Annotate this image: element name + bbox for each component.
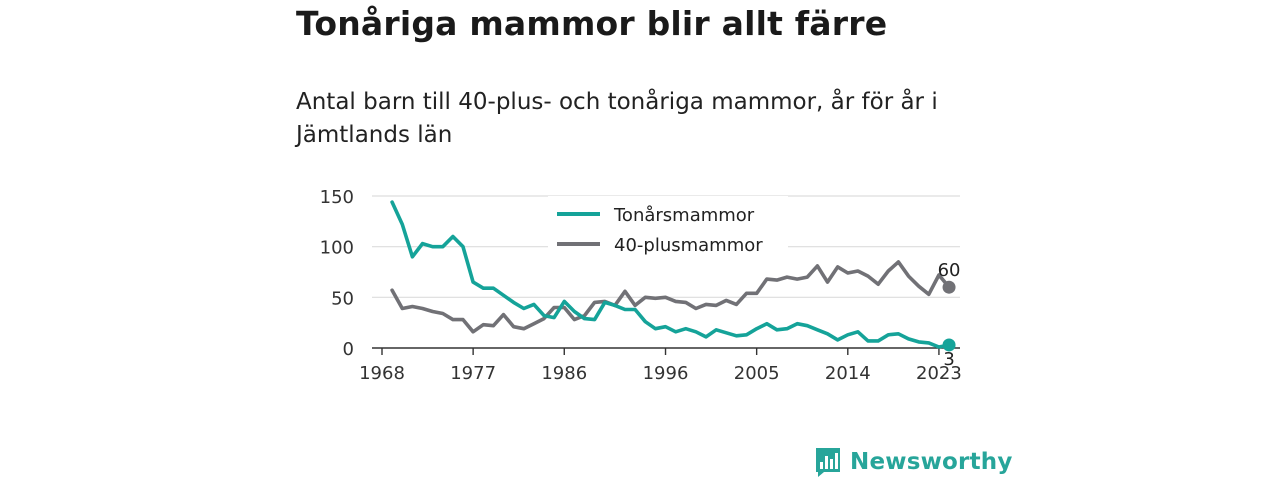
chart-title: Tonåriga mammor blir allt färre <box>296 4 888 43</box>
legend-label-teen: Tonårsmammor <box>613 205 755 226</box>
legend-label-forty: 40-plusmammor <box>614 235 763 256</box>
end-point-forty <box>942 280 956 294</box>
x-tick-label-1977: 1977 <box>450 363 496 384</box>
brand-name: Newsworthy <box>850 449 1013 475</box>
end-point-teen <box>942 338 956 352</box>
end-label-teen: 3 <box>943 349 954 370</box>
x-tick-label-1968: 1968 <box>359 363 405 384</box>
y-tick-label-150: 150 <box>320 187 354 208</box>
series-line-teen <box>390 200 951 349</box>
end-label-forty: 60 <box>938 260 961 281</box>
x-tick-label-1996: 1996 <box>643 363 689 384</box>
x-tick-label-2023: 2023 <box>916 363 962 384</box>
y-tick-label-50: 50 <box>331 288 354 309</box>
x-tick-label-2014: 2014 <box>825 363 871 384</box>
x-tick-label-1986: 1986 <box>541 363 587 384</box>
y-tick-label-0: 0 <box>343 339 354 360</box>
brand-logo[interactable]: Newsworthy <box>814 446 1013 478</box>
newsworthy-logo-icon <box>816 448 840 477</box>
chart-subtitle: Antal barn till 40-plus- och tonåriga ma… <box>296 89 938 148</box>
x-tick-label-2005: 2005 <box>734 363 780 384</box>
y-tick-label-100: 100 <box>320 238 354 259</box>
series-line-forty <box>390 260 951 334</box>
legend-background <box>548 196 788 262</box>
